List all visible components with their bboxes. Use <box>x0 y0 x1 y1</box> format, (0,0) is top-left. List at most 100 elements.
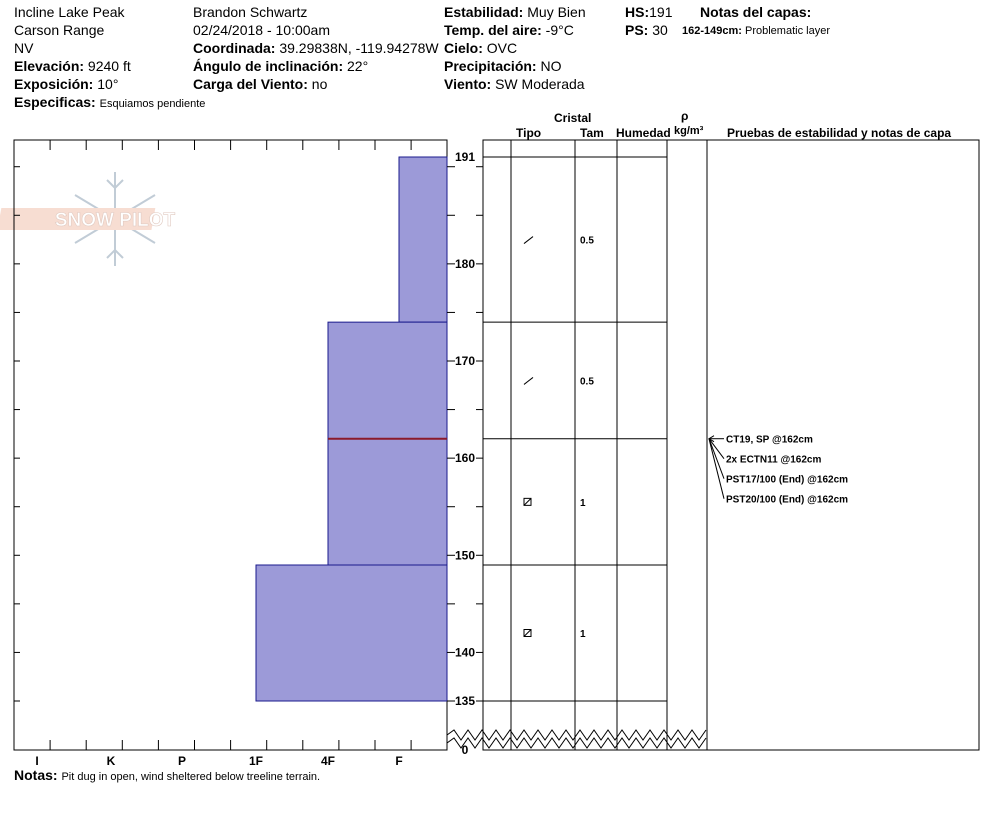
slope-label: Ángulo de inclinación: <box>193 58 344 74</box>
faceted-crystals-icon-diagonal <box>523 629 532 637</box>
stability-test-arrow <box>708 438 725 479</box>
stability-label: Estabilidad: <box>444 4 524 20</box>
snowpilot-logo: SNOW PILOT <box>0 172 176 266</box>
hardness-layer-bar <box>255 564 448 702</box>
hardness-tick-label: F <box>395 754 402 768</box>
ps: PS: 30 <box>625 22 668 38</box>
stability-test-label: CT19, SP @162cm <box>726 435 813 446</box>
ps-label: PS: <box>625 22 649 38</box>
notes-label: Notas: <box>14 767 58 783</box>
col-rho: ρ <box>681 109 689 123</box>
crystal-size-label: 1 <box>580 629 586 640</box>
hardness-layer-bar <box>398 156 448 323</box>
faceted-crystals-icon-diagonal <box>523 498 532 506</box>
wind-label: Viento: <box>444 76 492 92</box>
slope-angle: Ángulo de inclinación: 22° <box>193 58 368 74</box>
precipitation-particles-icon <box>523 377 534 385</box>
wind-load: Carga del Viento: no <box>193 76 327 92</box>
col-tests: Pruebas de estabilidad y notas de capa <box>727 126 952 140</box>
precipitation-particles-icon <box>523 236 534 244</box>
col-humedad: Humedad <box>616 126 671 140</box>
air-temp-label: Temp. del aire: <box>444 22 542 38</box>
wind-value: SW Moderada <box>495 76 585 92</box>
ps-value: 30 <box>652 22 668 38</box>
datetime: 02/24/2018 - 10:00am <box>193 22 330 38</box>
precip-label: Precipitación: <box>444 58 537 74</box>
elevation-value: 9240 ft <box>87 58 131 74</box>
precipitation: Precipitación: NO <box>444 58 561 74</box>
stability-test-label: PST20/100 (End) @162cm <box>726 495 848 506</box>
elevation-label: Elevación: <box>14 58 85 74</box>
depth-tick-label: 191 <box>455 150 475 164</box>
sky: Cielo: OVC <box>444 40 517 56</box>
depth-tick-label: 135 <box>455 694 475 708</box>
arrowhead-icon <box>708 435 715 443</box>
air-temp-value: -9°C <box>545 22 574 38</box>
col-tipo: Tipo <box>516 126 542 140</box>
col-density-unit: kg/m³ <box>674 125 704 137</box>
specifics-label: Especificas: <box>14 94 96 110</box>
elevation: Elevación: 9240 ft <box>14 58 131 74</box>
stability-test-label: PST17/100 (End) @162cm <box>726 475 848 486</box>
notes-text: Pit dug in open, wind sheltered below tr… <box>61 771 321 783</box>
coordinates: Coordinada: 39.29838N, -119.94278W <box>193 40 439 56</box>
stability-test-label: 2x ECTN11 @162cm <box>726 455 821 466</box>
location: Incline Lake Peak <box>14 4 125 20</box>
depth-tick-label: 170 <box>455 354 475 368</box>
col-cristal: Cristal <box>554 111 592 125</box>
aspect-label: Exposición: <box>14 76 94 92</box>
coord-value: 39.29838N, -119.94278W <box>279 40 439 56</box>
notes: Notas: Pit dug in open, wind sheltered b… <box>14 767 320 785</box>
table-column-lines <box>510 140 708 750</box>
axis-break-lower <box>446 737 707 749</box>
depth-tick-label: 160 <box>455 451 475 465</box>
aspect: Exposición: 10° <box>14 76 118 92</box>
logo-banner <box>0 208 156 230</box>
hardness-layer-bar <box>327 321 448 440</box>
hardness-tick-label: 1F <box>249 754 263 768</box>
logo-text: SNOW PILOT <box>55 210 176 231</box>
crystal-size-label: 0.5 <box>580 376 594 387</box>
hardness-tick-label: 4F <box>321 754 335 768</box>
slope-value: 22° <box>347 58 369 74</box>
hardness-layer-bar <box>327 438 448 566</box>
stability: Estabilidad: Muy Bien <box>444 4 586 20</box>
wind-load-value: no <box>311 76 328 92</box>
coord-label: Coordinada: <box>193 40 276 56</box>
wind-load-label: Carga del Viento: <box>193 76 308 92</box>
hs-value: 191 <box>649 4 673 20</box>
depth-tick-label: 140 <box>455 645 475 659</box>
wind: Viento: SW Moderada <box>444 76 585 92</box>
precip-value: NO <box>540 58 562 74</box>
stability-value: Muy Bien <box>527 4 586 20</box>
layer-notes-label: Notas del capas: <box>700 4 812 20</box>
specifics-value: Esquiamos pendiente <box>99 98 206 110</box>
observer: Brandon Schwartz <box>193 4 308 20</box>
hardness-tick-label: I <box>35 754 38 768</box>
state: NV <box>14 40 34 56</box>
hardness-tick-label: P <box>178 754 186 768</box>
crystal-size-label: 1 <box>580 498 586 509</box>
depth-tick-label: 0 <box>462 743 469 757</box>
stability-test-arrow <box>708 438 725 460</box>
axis-break-upper <box>446 729 707 741</box>
stability-test-arrow <box>708 438 725 499</box>
aspect-value: 10° <box>97 76 119 92</box>
depth-tick-label: 180 <box>455 257 475 271</box>
layer-note-range: 162-149cm: <box>682 25 742 37</box>
depth-tick-label: 150 <box>455 548 475 562</box>
faceted-crystals-icon <box>523 497 532 506</box>
hardness-tick-label: K <box>107 754 116 768</box>
layer-note: 162-149cm: Problematic layer <box>682 23 830 39</box>
layer-table-frame <box>482 139 980 751</box>
hs-label: HS: <box>625 4 650 20</box>
crystal-size-label: 0.5 <box>580 236 594 247</box>
hs: HS:191 <box>625 4 672 20</box>
col-tam: Tam <box>580 126 604 140</box>
range: Carson Range <box>14 22 105 38</box>
faceted-crystals-icon <box>523 629 532 637</box>
specifics: Especificas: Esquiamos pendiente <box>14 94 205 112</box>
sky-value: OVC <box>486 40 518 56</box>
air-temp: Temp. del aire: -9°C <box>444 22 574 38</box>
